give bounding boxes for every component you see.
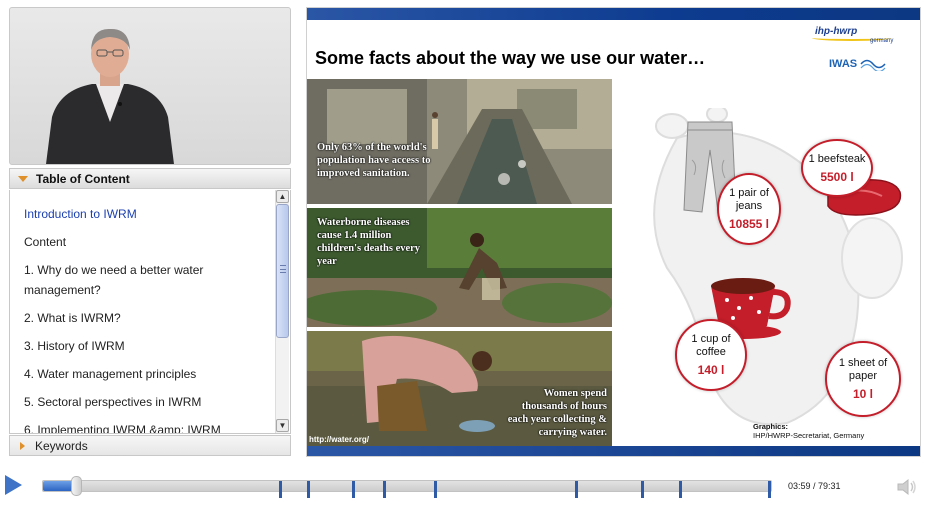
- chapter-marker[interactable]: [279, 481, 282, 498]
- water-collection-image: [307, 331, 612, 446]
- volume-icon[interactable]: [896, 478, 918, 496]
- waterborne-photo: Waterborne diseases cause 1.4 million ch…: [307, 208, 612, 327]
- slide-top-bar: [307, 8, 920, 20]
- iwas-logo-text: IWAS: [829, 57, 858, 70]
- chapter-marker[interactable]: [575, 481, 578, 498]
- slide-title: Some facts about the way we use our wate…: [315, 48, 706, 68]
- fact-coffee-value: 140 l: [697, 363, 725, 377]
- graphics-credit-source: IHP/HWRP-Secretariat, Germany: [753, 431, 865, 440]
- toc-item-content[interactable]: Content: [24, 235, 67, 249]
- ihp-logo-subtitle: germany: [870, 38, 894, 44]
- time-display: 03:59 / 79:31: [788, 481, 841, 491]
- toc-items: Introduction to IWRM Content 1. Why do w…: [24, 204, 276, 434]
- fact-jeans-label: 1 pair of jeans: [729, 187, 769, 212]
- scroll-thumb[interactable]: [276, 204, 289, 338]
- toc-item-sectoral[interactable]: 5. Sectoral perspectives in IWRM: [24, 395, 202, 409]
- slide: Some facts about the way we use our wate…: [306, 7, 921, 457]
- chapter-marker[interactable]: [679, 481, 682, 498]
- collapse-triangle-icon: [18, 175, 28, 182]
- iwas-logo: IWAS: [829, 57, 886, 73]
- photo-source-url: http://water.org/: [309, 435, 369, 444]
- toc-item-implementing[interactable]: 6. Implementing IWRM &amp; IWRM: [24, 423, 221, 434]
- ihp-hwrp-logo: ihp-hwrp: [815, 26, 858, 37]
- fact-jeans: 1 pair of jeans 10855 l: [717, 173, 781, 245]
- iwas-wave-icon: [860, 59, 886, 73]
- fact-beefsteak-label: 1 beefsteak: [808, 152, 866, 165]
- fact-coffee: 1 cup of coffee 140 l: [675, 319, 747, 391]
- expand-triangle-icon: [20, 441, 25, 450]
- fact-beefsteak-value: 5500 l: [820, 169, 854, 184]
- water-collection-caption: Women spend thousands of hours each year…: [507, 388, 607, 438]
- keywords-title: Keywords: [35, 438, 88, 453]
- slide-bottom-bar: [307, 446, 920, 456]
- toc-list: Introduction to IWRM Content 1. Why do w…: [9, 190, 291, 434]
- fact-coffee-label: 1 cup of coffee: [691, 333, 731, 358]
- toc-item-why-better-management[interactable]: 1. Why do we need a better water managem…: [24, 263, 204, 297]
- fact-jeans-value: 10855 l: [728, 217, 770, 231]
- keywords-header[interactable]: Keywords: [9, 435, 291, 456]
- chapter-marker[interactable]: [352, 481, 355, 498]
- ihp-swoosh-icon: [812, 35, 892, 41]
- graphics-credit-label: Graphics:: [753, 422, 789, 431]
- chapter-marker[interactable]: [434, 481, 437, 498]
- presenter-video[interactable]: [9, 7, 291, 165]
- fact-beefsteak: 1 beefsteak 5500 l: [801, 139, 873, 197]
- chapter-marker[interactable]: [768, 481, 771, 498]
- toc-item-introduction[interactable]: Introduction to IWRM: [24, 207, 137, 221]
- sanitation-caption: Only 63% of the world's population have …: [317, 142, 431, 179]
- fact-paper: 1 sheet of paper 10 l: [825, 341, 901, 417]
- chapter-marker[interactable]: [641, 481, 644, 498]
- toc-header[interactable]: Table of Content: [9, 168, 291, 189]
- water-collection-photo: Women spend thousands of hours each year…: [307, 331, 612, 446]
- sanitation-photo: Only 63% of the world's population have …: [307, 79, 612, 204]
- fact-paper-value: 10 l: [852, 387, 873, 401]
- play-icon[interactable]: [5, 475, 22, 495]
- fact-paper-label: 1 sheet of paper: [838, 357, 888, 382]
- chapter-marker[interactable]: [383, 481, 386, 498]
- waterborne-image: [307, 208, 612, 327]
- toc-item-principles[interactable]: 4. Water management principles: [24, 367, 197, 381]
- chapter-marker[interactable]: [307, 481, 310, 498]
- seek-handle[interactable]: [71, 476, 82, 496]
- toc-scrollbar[interactable]: ▲ ▼: [275, 190, 289, 433]
- scroll-down-icon[interactable]: ▼: [276, 419, 289, 432]
- sanitation-image: [307, 79, 612, 204]
- graphics-credit: Graphics: IHP/HWRP-Secretariat, Germany: [753, 422, 864, 440]
- scroll-up-icon[interactable]: ▲: [276, 190, 289, 203]
- waterborne-caption: Waterborne diseases cause 1.4 million ch…: [317, 217, 421, 267]
- presenter-figure: [46, 28, 174, 164]
- grip-icon: [280, 265, 286, 273]
- toc-item-what-is-iwrm[interactable]: 2. What is IWRM?: [24, 311, 121, 325]
- seek-progress: [43, 481, 80, 491]
- toc-title: Table of Content: [36, 171, 130, 186]
- seek-bar[interactable]: [42, 480, 772, 492]
- toc-item-history[interactable]: 3. History of IWRM: [24, 339, 125, 353]
